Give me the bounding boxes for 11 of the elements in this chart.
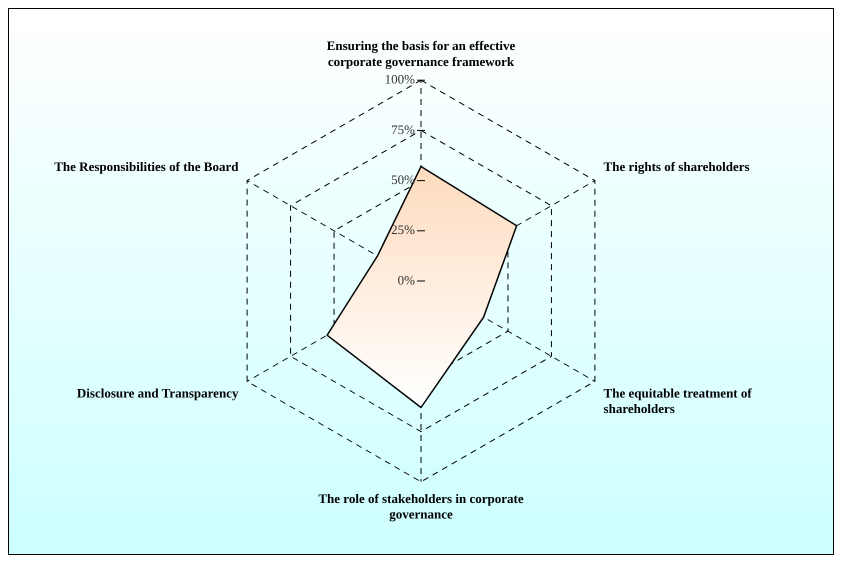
y-tick-label: 25% [391, 222, 416, 238]
spoke-label: Disclosure and Transparency [76, 386, 239, 401]
spoke-label: The Responsibilities of the Board [54, 159, 240, 174]
spoke-label: The rights of shareholders [604, 159, 750, 174]
y-tick-label: 50% [391, 172, 416, 188]
spoke-label: Ensuring the basis for an effective corporate governance framework [326, 38, 516, 69]
spoke-label: The equitable treatment of shareholders [604, 386, 752, 416]
spoke-label: The role of stakeholders in corporate governance [318, 490, 524, 522]
y-tick-label: 75% [391, 122, 416, 137]
y-tick-label: 100% [384, 72, 416, 87]
y-tick-label: 0% [398, 272, 416, 288]
